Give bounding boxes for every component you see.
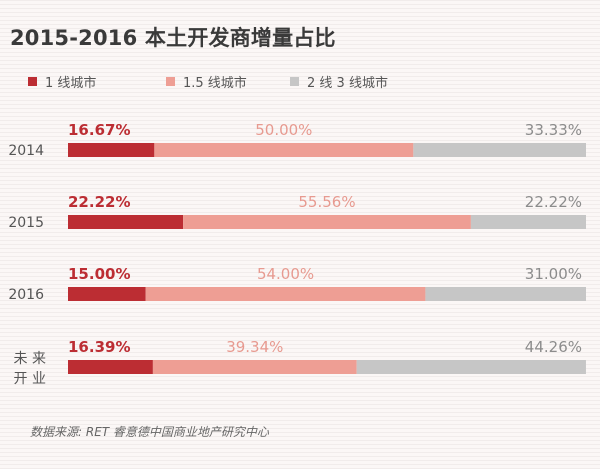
legend-label-tier23: 2 线 3 线城市 [307, 76, 388, 91]
data-label: 55.56% [298, 193, 355, 211]
bar-segment [68, 287, 146, 301]
data-label: 33.33% [525, 121, 582, 139]
legend-swatch-tier23 [290, 77, 299, 86]
bar-segment [356, 360, 586, 374]
data-label: 16.39% [68, 338, 130, 356]
category-label: 2015 [8, 215, 44, 231]
legend-swatch-tier15 [166, 77, 175, 86]
data-label: 22.22% [68, 193, 130, 211]
bar-segment [68, 143, 155, 157]
data-label: 44.26% [525, 338, 582, 356]
data-label: 22.22% [525, 193, 582, 211]
legend-item-tier1: 1 线城市 [28, 72, 96, 91]
legend: 1 线城市 1.5 线城市 2 线 3 线城市 [28, 72, 588, 92]
bar-segment [413, 143, 586, 157]
bar-segment [145, 287, 426, 301]
data-label: 50.00% [255, 121, 312, 139]
bar-segment [470, 215, 586, 229]
data-label: 16.67% [68, 121, 130, 139]
bar-segment [152, 360, 357, 374]
legend-item-tier23: 2 线 3 线城市 [290, 72, 388, 91]
legend-item-tier15: 1.5 线城市 [166, 72, 247, 91]
source-note: 数据来源: RET 睿意德中国商业地产研究中心 [30, 425, 269, 439]
bar-segment [68, 215, 184, 229]
bar-segment [68, 360, 153, 374]
bar-segment [154, 143, 414, 157]
data-label: 39.34% [226, 338, 283, 356]
category-label: 开 业 [14, 371, 46, 387]
bar-segment [183, 215, 471, 229]
legend-label-tier15: 1.5 线城市 [183, 76, 247, 91]
category-label: 2014 [8, 143, 44, 159]
data-label: 54.00% [257, 265, 314, 283]
category-label: 2016 [8, 287, 44, 303]
legend-label-tier1: 1 线城市 [45, 76, 97, 91]
chart-title: 2015-2016 本土开发商增量占比 [10, 26, 336, 50]
bar-segment [425, 287, 586, 301]
category-label: 未 来 [14, 351, 46, 367]
data-label: 15.00% [68, 265, 130, 283]
legend-swatch-tier1 [28, 77, 37, 86]
data-label: 31.00% [525, 265, 582, 283]
